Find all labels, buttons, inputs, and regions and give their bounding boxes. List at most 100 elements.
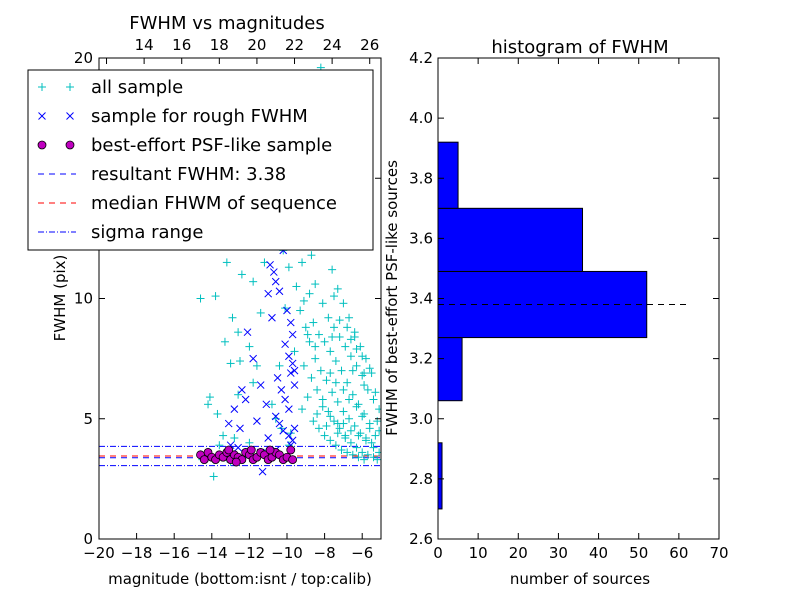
scatter-y-tick-label: 5: [83, 410, 93, 428]
rough-fwhm-point: [241, 395, 250, 404]
scatter-top-tick-label: 20: [247, 36, 266, 54]
all-sample-point: [299, 296, 308, 305]
rough-fwhm-point: [285, 352, 293, 361]
rough-fwhm-point: [286, 369, 295, 377]
rough-fwhm-point: [230, 405, 239, 413]
all-sample-point: [333, 419, 342, 428]
all-sample-point: [330, 323, 338, 332]
all-sample-point: [365, 364, 374, 373]
psf-like-point: [231, 457, 241, 467]
all-sample-point: [375, 448, 381, 457]
scatter-x-tick-label: −6: [351, 544, 373, 562]
all-sample-point: [345, 414, 354, 423]
legend-entry: resultant FWHM: 3.38: [38, 164, 286, 185]
psf-like-point: [286, 445, 296, 455]
rough-fwhm-point: [238, 386, 246, 394]
all-sample-point: [305, 289, 314, 298]
legend-entry: median FHWM of sequence: [38, 193, 337, 214]
rough-fwhm-point: [275, 287, 284, 296]
scatter-x-tick-label: −16: [158, 544, 190, 562]
rough-fwhm-point: [285, 405, 293, 413]
histogram-y-tick-label: 4.0: [409, 109, 433, 127]
all-sample-point: [328, 332, 337, 341]
histogram-y-tick-label: 3.0: [409, 410, 433, 428]
all-sample-point: [305, 337, 314, 346]
all-sample-point: [346, 335, 355, 344]
all-sample-point: [375, 426, 381, 435]
all-sample-point: [348, 366, 357, 375]
legend-cross-marker: [38, 112, 46, 120]
all-sample-point: [331, 441, 340, 450]
rough-fwhm-point: [283, 306, 291, 315]
histogram-x-tick-label: 20: [509, 544, 528, 562]
all-sample-point: [322, 376, 331, 385]
all-sample-point: [313, 385, 322, 394]
histogram-y-label: FWHM of best-effort PSF-like sources: [383, 160, 401, 436]
rough-fwhm-point: [290, 366, 299, 375]
all-sample-point: [363, 385, 372, 394]
rough-fwhm-point: [258, 467, 267, 476]
legend-label: best-effort PSF-like sample: [91, 135, 332, 156]
rough-fwhm-point: [256, 381, 265, 389]
psf-like-point: [199, 455, 209, 465]
histogram-bar: [437, 337, 463, 402]
legend-plus-marker: [66, 83, 74, 91]
rough-fwhm-point: [285, 431, 293, 440]
legend-label: all sample: [91, 77, 183, 98]
histogram-y-tick-label: 3.6: [409, 229, 433, 247]
all-sample-point: [326, 369, 335, 378]
legend-circle-marker: [37, 140, 47, 150]
all-sample-point: [345, 395, 354, 404]
all-sample-point: [369, 443, 378, 452]
histogram-title: histogram of FWHM: [491, 37, 668, 58]
rough-fwhm-point: [290, 381, 299, 389]
rough-fwhm-point: [279, 426, 288, 435]
all-sample-point: [350, 421, 359, 430]
scatter-axis-ticks: −20−18−16−14−12−10−8−6051015201416182022…: [74, 36, 381, 562]
all-sample-point: [352, 361, 361, 370]
scatter-points: [196, 63, 381, 481]
all-sample-point: [228, 313, 237, 322]
rough-fwhm-point: [268, 313, 276, 322]
legend: all sample sample for rough FWHM best-effo…: [27, 69, 374, 251]
rough-fwhm-point: [273, 374, 282, 382]
all-sample-point: [320, 431, 329, 440]
legend-plus-marker: [38, 83, 46, 91]
all-sample-point: [220, 337, 229, 346]
rough-fwhm-point: [277, 386, 286, 394]
legend-cross-marker: [66, 112, 74, 120]
legend-entry: sigma range: [38, 222, 203, 243]
all-sample-point: [234, 328, 243, 337]
histogram-axis-ticks: 0 10 20 30 40 50 60 70 2.6 2.8 3.0 3.2 3.4 3.6 3.8 4.0 4…: [409, 49, 728, 562]
histogram-x-label: number of sources: [510, 570, 650, 588]
all-sample-point: [211, 292, 220, 301]
rough-fwhm-point: [264, 289, 273, 298]
scatter-top-tick-label: 24: [323, 36, 342, 54]
psf-like-point: [265, 445, 275, 455]
legend-box: [27, 69, 374, 251]
psf-like-point: [288, 455, 298, 465]
all-sample-point: [343, 448, 352, 457]
histogram-y-tick-label: 2.8: [409, 470, 433, 488]
all-sample-point: [352, 402, 361, 411]
histogram-x-tick-label: 40: [589, 544, 608, 562]
all-sample-point: [318, 299, 327, 308]
all-sample-point: [373, 455, 381, 464]
all-sample-point: [346, 352, 355, 361]
rough-fwhm-point: [243, 328, 252, 337]
histogram-bar: [437, 141, 459, 209]
all-sample-point: [331, 378, 340, 387]
all-sample-point: [267, 400, 276, 409]
all-sample-point: [320, 337, 329, 346]
all-sample-point: [307, 251, 316, 260]
all-sample-point: [316, 366, 325, 375]
all-sample-point: [309, 318, 318, 327]
all-sample-point: [360, 381, 369, 390]
histogram-x-tick-label: 70: [709, 544, 728, 562]
rough-fwhm-point: [224, 419, 233, 428]
rough-fwhm-point: [264, 434, 273, 442]
legend-entry: sample for rough FWHM: [38, 106, 308, 127]
scatter-x-tick-label: −18: [121, 544, 153, 562]
all-sample-point: [292, 282, 301, 291]
